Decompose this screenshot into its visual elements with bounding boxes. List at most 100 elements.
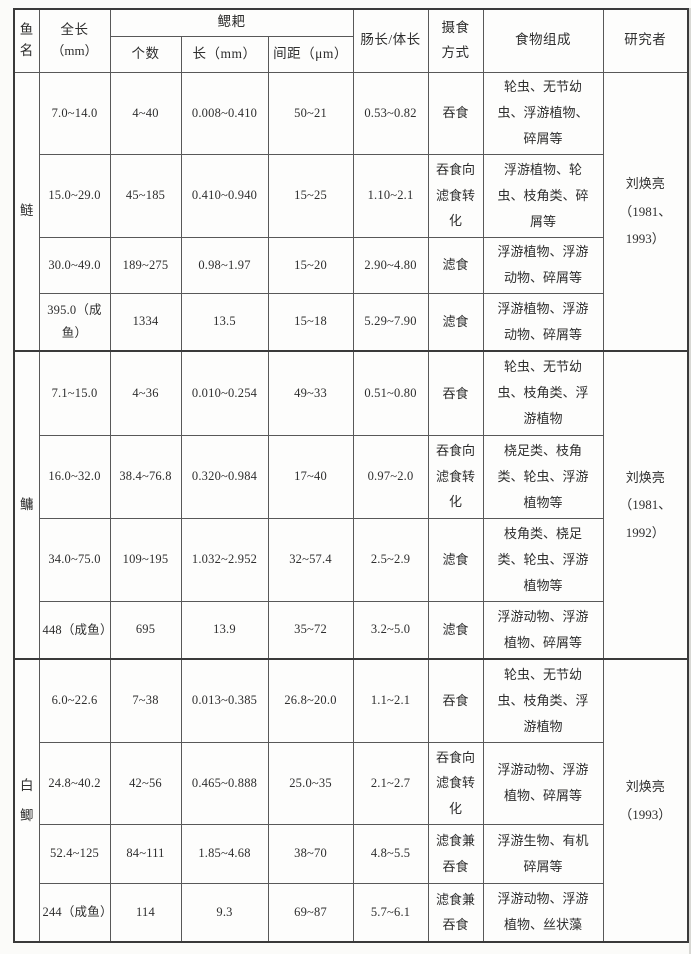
table-row: 34.0~75.0 109~195 1.032~2.952 32~57.4 2.… bbox=[14, 517, 688, 602]
cell-raker-spacing: 35~72 bbox=[267, 600, 354, 660]
cell-raker-spacing: 32~57.4 bbox=[267, 517, 354, 602]
cell-gut-body-ratio: 1.10~2.1 bbox=[352, 153, 429, 238]
cell-raker-count: 4~36 bbox=[109, 350, 182, 436]
fish-name: 鳙 bbox=[13, 350, 40, 660]
cell-food-composition: 枝角类、桡足类、轮虫、浮游植物等 bbox=[482, 517, 604, 602]
cell-raker-length: 0.013~0.385 bbox=[180, 658, 269, 743]
col-header-total-length: 全长 （mm） bbox=[38, 8, 111, 73]
cell-raker-spacing: 26.8~20.0 bbox=[267, 658, 354, 743]
cell-total-length: 395.0（成鱼） bbox=[38, 292, 111, 352]
cell-raker-length: 0.465~0.888 bbox=[180, 741, 269, 825]
col-header-raker-spacing: 间距（μm） bbox=[267, 35, 354, 73]
table-row: 24.8~40.2 42~56 0.465~0.888 25.0~35 2.1~… bbox=[14, 741, 688, 825]
researcher-years: （1981、1993） bbox=[619, 203, 672, 246]
table-row: 448（成鱼） 695 13.9 35~72 3.2~5.0 滤食 浮游动物、浮… bbox=[14, 600, 688, 660]
cell-feeding-mode: 吞食向滤食转化 bbox=[427, 153, 484, 238]
cell-food-composition: 桡足类、枝角类、轮虫、浮游植物等 bbox=[482, 434, 604, 519]
cell-raker-count: 695 bbox=[109, 600, 182, 660]
cell-gut-body-ratio: 5.29~7.90 bbox=[352, 292, 429, 352]
cell-food-composition: 浮游动物、浮游植物、碎屑等 bbox=[482, 741, 604, 825]
cell-gut-body-ratio: 2.5~2.9 bbox=[352, 517, 429, 602]
cell-feeding-mode: 吞食向滤食转化 bbox=[427, 741, 484, 825]
cell-raker-length: 1.85~4.68 bbox=[180, 823, 269, 884]
cell-raker-length: 13.9 bbox=[180, 600, 269, 660]
cell-gut-body-ratio: 2.90~4.80 bbox=[352, 236, 429, 294]
cell-food-composition: 浮游植物、浮游动物、碎屑等 bbox=[482, 236, 604, 294]
researcher-years: （1981、1992） bbox=[619, 497, 672, 540]
cell-raker-length: 9.3 bbox=[180, 882, 269, 943]
col-header-researcher: 研究者 bbox=[602, 8, 689, 73]
cell-raker-count: 38.4~76.8 bbox=[109, 434, 182, 519]
cell-gut-body-ratio: 4.8~5.5 bbox=[352, 823, 429, 884]
cell-raker-count: 42~56 bbox=[109, 741, 182, 825]
cell-total-length: 34.0~75.0 bbox=[38, 517, 111, 602]
cell-raker-spacing: 38~70 bbox=[267, 823, 354, 884]
cell-raker-count: 45~185 bbox=[109, 153, 182, 238]
cell-raker-count: 114 bbox=[109, 882, 182, 943]
cell-feeding-mode: 吞食 bbox=[427, 658, 484, 743]
cell-raker-length: 13.5 bbox=[180, 292, 269, 352]
cell-raker-spacing: 50~21 bbox=[267, 71, 354, 155]
table-row: 16.0~32.0 38.4~76.8 0.320~0.984 17~40 0.… bbox=[14, 434, 688, 519]
cell-raker-length: 0.008~0.410 bbox=[180, 71, 269, 155]
researcher-cell: 刘焕亮 （1981、1992） bbox=[602, 350, 689, 660]
cell-total-length: 30.0~49.0 bbox=[38, 236, 111, 294]
cell-total-length: 24.8~40.2 bbox=[38, 741, 111, 825]
cell-gut-body-ratio: 1.1~2.1 bbox=[352, 658, 429, 743]
cell-gut-body-ratio: 0.53~0.82 bbox=[352, 71, 429, 155]
cell-gut-body-ratio: 2.1~2.7 bbox=[352, 741, 429, 825]
table-row: 244（成鱼） 114 9.3 69~87 5.7~6.1 滤食兼吞食 浮游动物… bbox=[14, 882, 688, 943]
cell-gut-body-ratio: 0.97~2.0 bbox=[352, 434, 429, 519]
col-header-gut-body-ratio: 肠长/体长 bbox=[352, 8, 429, 73]
scanned-page: 鱼名 全长 （mm） 鳃耙 肠长/体长 摄食方式 食物组成 研究者 个数 长（m… bbox=[0, 8, 691, 954]
cell-feeding-mode: 滤食 bbox=[427, 600, 484, 660]
cell-food-composition: 浮游生物、有机碎屑等 bbox=[482, 823, 604, 884]
fish-name: 鲢 bbox=[13, 71, 40, 352]
researcher-years: （1993） bbox=[619, 806, 672, 822]
researcher-name: 刘焕亮 bbox=[625, 176, 665, 192]
table-row: 鲢 7.0~14.0 4~40 0.008~0.410 50~21 0.53~0… bbox=[13, 71, 689, 352]
col-header-food-composition: 食物组成 bbox=[482, 8, 604, 73]
researcher-cell: 刘焕亮 （1981、1993） bbox=[602, 71, 689, 352]
table-row: 30.0~49.0 189~275 0.98~1.97 15~20 2.90~4… bbox=[14, 236, 688, 294]
cell-gut-body-ratio: 0.51~0.80 bbox=[352, 350, 429, 436]
cell-raker-length: 0.010~0.254 bbox=[180, 350, 269, 436]
cell-food-composition: 轮虫、无节幼虫、枝角类、浮游植物 bbox=[482, 350, 604, 436]
cell-raker-count: 1334 bbox=[109, 292, 182, 352]
table-row: 15.0~29.0 45~185 0.410~0.940 15~25 1.10~… bbox=[14, 153, 688, 238]
col-header-raker-count: 个数 bbox=[109, 35, 182, 73]
cell-feeding-mode: 滤食兼吞食 bbox=[427, 823, 484, 884]
total-length-label: 全长 bbox=[60, 22, 89, 38]
cell-raker-count: 189~275 bbox=[109, 236, 182, 294]
researcher-name: 刘焕亮 bbox=[625, 779, 665, 795]
total-length-unit: （mm） bbox=[51, 43, 98, 59]
col-header-fish-name: 鱼名 bbox=[13, 8, 40, 73]
cell-total-length: 244（成鱼） bbox=[38, 882, 111, 943]
cell-feeding-mode: 吞食 bbox=[427, 350, 484, 436]
table-row: 52.4~125 84~111 1.85~4.68 38~70 4.8~5.5 … bbox=[14, 823, 688, 884]
cell-food-composition: 浮游植物、浮游动物、碎屑等 bbox=[482, 292, 604, 352]
cell-raker-spacing: 15~20 bbox=[267, 236, 354, 294]
cell-raker-spacing: 49~33 bbox=[267, 350, 354, 436]
researcher-name: 刘焕亮 bbox=[625, 470, 665, 486]
fish-feeding-table: 鱼名 全长 （mm） 鳃耙 肠长/体长 摄食方式 食物组成 研究者 个数 长（m… bbox=[13, 8, 690, 943]
cell-total-length: 52.4~125 bbox=[38, 823, 111, 884]
page-scan-edge bbox=[689, 8, 691, 954]
cell-total-length: 6.0~22.6 bbox=[38, 658, 111, 743]
cell-gut-body-ratio: 3.2~5.0 bbox=[352, 600, 429, 660]
researcher-cell: 刘焕亮 （1993） bbox=[602, 658, 689, 943]
col-header-gill-raker: 鳃耙 bbox=[109, 8, 354, 37]
cell-feeding-mode: 滤食 bbox=[427, 517, 484, 602]
cell-raker-length: 0.98~1.97 bbox=[180, 236, 269, 294]
cell-gut-body-ratio: 5.7~6.1 bbox=[352, 882, 429, 943]
cell-total-length: 7.1~15.0 bbox=[38, 350, 111, 436]
cell-food-composition: 浮游动物、浮游植物、丝状藻 bbox=[482, 882, 604, 943]
table-row: 白鲫 6.0~22.6 7~38 0.013~0.385 26.8~20.0 1… bbox=[13, 658, 689, 943]
cell-feeding-mode: 吞食向滤食转化 bbox=[427, 434, 484, 519]
cell-feeding-mode: 滤食 bbox=[427, 292, 484, 352]
cell-raker-length: 0.410~0.940 bbox=[180, 153, 269, 238]
col-header-raker-length: 长（mm） bbox=[180, 35, 269, 73]
cell-food-composition: 浮游动物、浮游植物、碎屑等 bbox=[482, 600, 604, 660]
cell-food-composition: 轮虫、无节幼虫、枝角类、浮游植物 bbox=[482, 658, 604, 743]
cell-raker-spacing: 15~18 bbox=[267, 292, 354, 352]
